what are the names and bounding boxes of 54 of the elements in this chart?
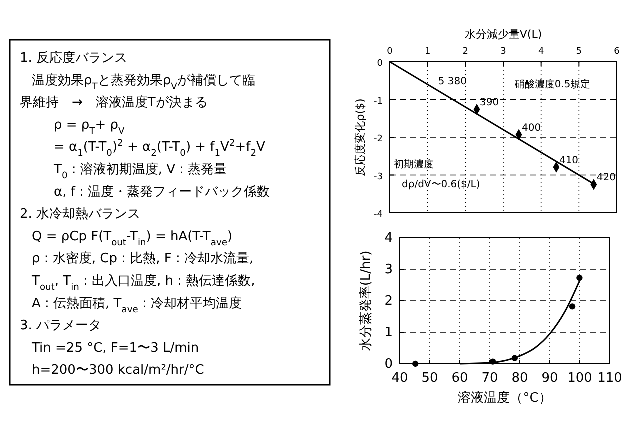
y-tick-label: 4 [384, 231, 393, 246]
text: T$_{0}$ : 溶液初期温度, V : 蒸発量 [53, 162, 228, 182]
annotation: 390 [480, 98, 500, 109]
y-tick-label: 0 [384, 357, 393, 372]
point [412, 360, 419, 368]
x-axis-title: 水分減少量V(L) [464, 28, 542, 41]
text: = α$_{1}$(T-T$_{0}$)$^{2}$ + α$_{2}$(T-T$_{0}$) + f$_{1}$V$^{2}$+f$_{2}$V [54, 139, 266, 160]
text: Tin =25 °C, F=1〜3 L/min [31, 340, 200, 356]
annotation: 硝酸濃度0.5規定 [514, 78, 591, 91]
x-tick-label: 1 [424, 47, 431, 57]
text: ρ : 水密度, Cp : 比熱, F : 冷却水流量, [32, 250, 254, 267]
y-tick-label: 3 [384, 262, 393, 278]
x-tick-label: 3 [500, 47, 506, 57]
text: 2. 水冷却熱バランス [20, 207, 141, 222]
x-tick-label: 4 [538, 47, 544, 57]
annotation: 初期濃度 [394, 158, 434, 171]
y-tick-label: 2 [384, 294, 393, 309]
x-axis-title: 溶液温度（°C） [458, 390, 552, 406]
x-tick-label: 6 [614, 47, 620, 57]
y-tick-label: -4 [374, 210, 384, 220]
annotation: 420 [596, 172, 616, 184]
text: 3. パラメータ [20, 318, 102, 334]
x-tick-label: 70 [482, 371, 498, 386]
x-tick-label: 50 [422, 371, 438, 386]
x-tick-label: 40 [392, 371, 408, 386]
x-tick-label: 60 [452, 371, 468, 386]
y-tick-label: 0 [377, 59, 384, 69]
annotation: dρ/dV〜0.6($/L) [402, 179, 480, 190]
x-tick-label: 100 [568, 371, 592, 386]
x-tick-label: 2 [462, 47, 469, 57]
annotation: 410 [559, 155, 579, 166]
text: 界維持 → 溶液温度Tが決まる [20, 94, 208, 111]
annotation: 400 [522, 122, 542, 134]
y-axis-title: 水分蒸発率(L/hr) [358, 250, 374, 352]
x-tick-label: 110 [598, 371, 622, 386]
point [569, 304, 576, 310]
text: Q = ρCp F(T$_{out}$-T$_{in}$) = hA(T-T$_{ave}$) [32, 229, 233, 248]
x-tick-label: 5 [576, 47, 582, 57]
y-tick-label: -1 [374, 96, 383, 107]
annotation: 5 380 [438, 76, 468, 88]
point [576, 274, 583, 282]
y-tick-label: 1 [384, 326, 393, 340]
text: 温度効果ρ$_{T}$と蒸発効果ρ$_{V}$が補償して臨 [32, 72, 256, 92]
y-tick-label: -3 [374, 172, 383, 182]
text: 1. 反応度バランス [20, 50, 128, 66]
x-tick-label: 80 [512, 371, 528, 386]
y-tick-label: -2 [374, 134, 383, 144]
text: α, f : 温度・蒸発フィードバック係数 [54, 184, 270, 200]
text: T$_{out}$, T$_{in}$ : 出入口温度, h : 熱伝達係数, [31, 273, 256, 293]
x-tick-label: 90 [542, 371, 558, 386]
y-axis-title: 反応度変化ρ($) [354, 98, 367, 176]
text: A : 伝熱面積, T$_{ave}$ : 冷却材平均温度 [32, 295, 242, 316]
text: ρ = ρ$_{T}$+ ρ$_{V}$ [54, 118, 126, 137]
text: h=200〜300 kcal/m²/hr/°C [32, 363, 204, 378]
